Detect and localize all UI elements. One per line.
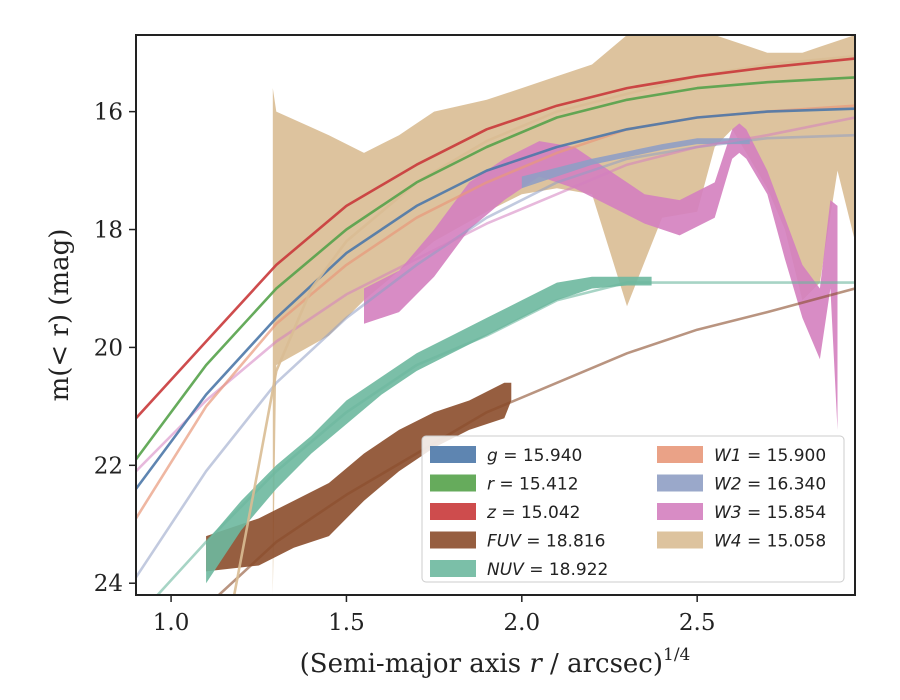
legend-swatch-w4 <box>657 531 703 549</box>
legend-swatch-w2 <box>657 474 703 492</box>
x-axis-label-var: r <box>529 649 543 679</box>
x-tick-label: 1.5 <box>328 610 365 636</box>
legend-label-r: r = 15.412 <box>487 475 579 495</box>
x-tick-label: 2.0 <box>504 610 541 636</box>
legend-band-name: FUV <box>487 532 522 552</box>
model-line-fuv <box>216 287 855 595</box>
legend-band-name: W4 <box>714 532 742 552</box>
x-axis-label: (Semi-major axis r / arcsec)1/4 <box>300 645 691 679</box>
x-tick-label: 2.5 <box>679 610 716 636</box>
legend-band-value: = 15.854 <box>742 503 827 523</box>
legend-band-value: = 15.058 <box>742 532 827 552</box>
legend-band-name: W1 <box>714 446 742 466</box>
legend-band-name: W3 <box>714 503 742 523</box>
legend-label-z: z = 15.042 <box>486 503 580 523</box>
y-tick-label: 24 <box>94 571 123 597</box>
model-line-r <box>136 76 855 461</box>
band-w3 <box>364 123 838 430</box>
x-tick-label: 1.0 <box>153 610 190 636</box>
legend-band-name: g <box>487 446 498 466</box>
legend-band-value: = 18.922 <box>524 560 609 580</box>
legend-band-name: NUV <box>487 560 525 580</box>
legend-band-name: z <box>486 503 497 523</box>
legend-box <box>421 435 845 583</box>
model-line-w3 <box>136 116 855 473</box>
legend-band-value: = 15.900 <box>742 446 827 466</box>
y-tick-label: 16 <box>94 100 123 126</box>
legend-swatch-w3 <box>657 503 703 520</box>
x-axis-label-sup: 1/4 <box>663 645 690 665</box>
legend-band-name: W2 <box>714 475 742 495</box>
ticks-layer: 1.0 1.5 2.0 2.5 16 18 20 22 24 <box>94 100 716 636</box>
legend-swatch-w1 <box>657 446 703 463</box>
legend-label-g: g = 15.940 <box>487 446 582 466</box>
legend-band-name: r <box>487 475 495 495</box>
model-line-g <box>136 107 855 490</box>
y-tick-label: 18 <box>94 218 123 244</box>
legend-band-value: = 18.816 <box>521 532 606 552</box>
legend-swatch-nuv <box>430 560 476 577</box>
legend-swatch-fuv <box>430 531 476 549</box>
legend-swatch-z <box>430 503 476 520</box>
series-layer <box>136 35 855 595</box>
y-tick-label: 20 <box>94 335 123 361</box>
legend-label-fuv: FUV = 18.816 <box>487 532 605 552</box>
band-w4 <box>272 35 855 595</box>
legend-label-w4: W4 = 15.058 <box>714 532 826 552</box>
legend-swatch-r <box>430 474 476 492</box>
legend-swatch-g <box>430 446 476 463</box>
plot-frame <box>135 34 856 596</box>
legend-band-value: = 15.940 <box>498 446 583 466</box>
legend-band-value: = 15.042 <box>496 503 581 523</box>
model-line-z <box>136 57 855 420</box>
legend-label-nuv: NUV = 18.922 <box>487 560 608 580</box>
legend-band-value: = 16.340 <box>742 475 827 495</box>
legend-label-w1: W1 = 15.900 <box>714 446 826 466</box>
y-axis-label: m(< r) (mag) <box>45 229 75 402</box>
x-axis-label-tail: / arcsec) <box>542 649 663 679</box>
legend-label-w3: W3 = 15.854 <box>714 503 826 523</box>
legend-band-value: = 15.412 <box>494 475 579 495</box>
x-axis-label-main: (Semi-major axis <box>300 649 530 679</box>
band-fuv <box>206 382 512 572</box>
legend-label-w2: W2 = 16.340 <box>714 475 826 495</box>
y-tick-label: 22 <box>94 453 123 479</box>
